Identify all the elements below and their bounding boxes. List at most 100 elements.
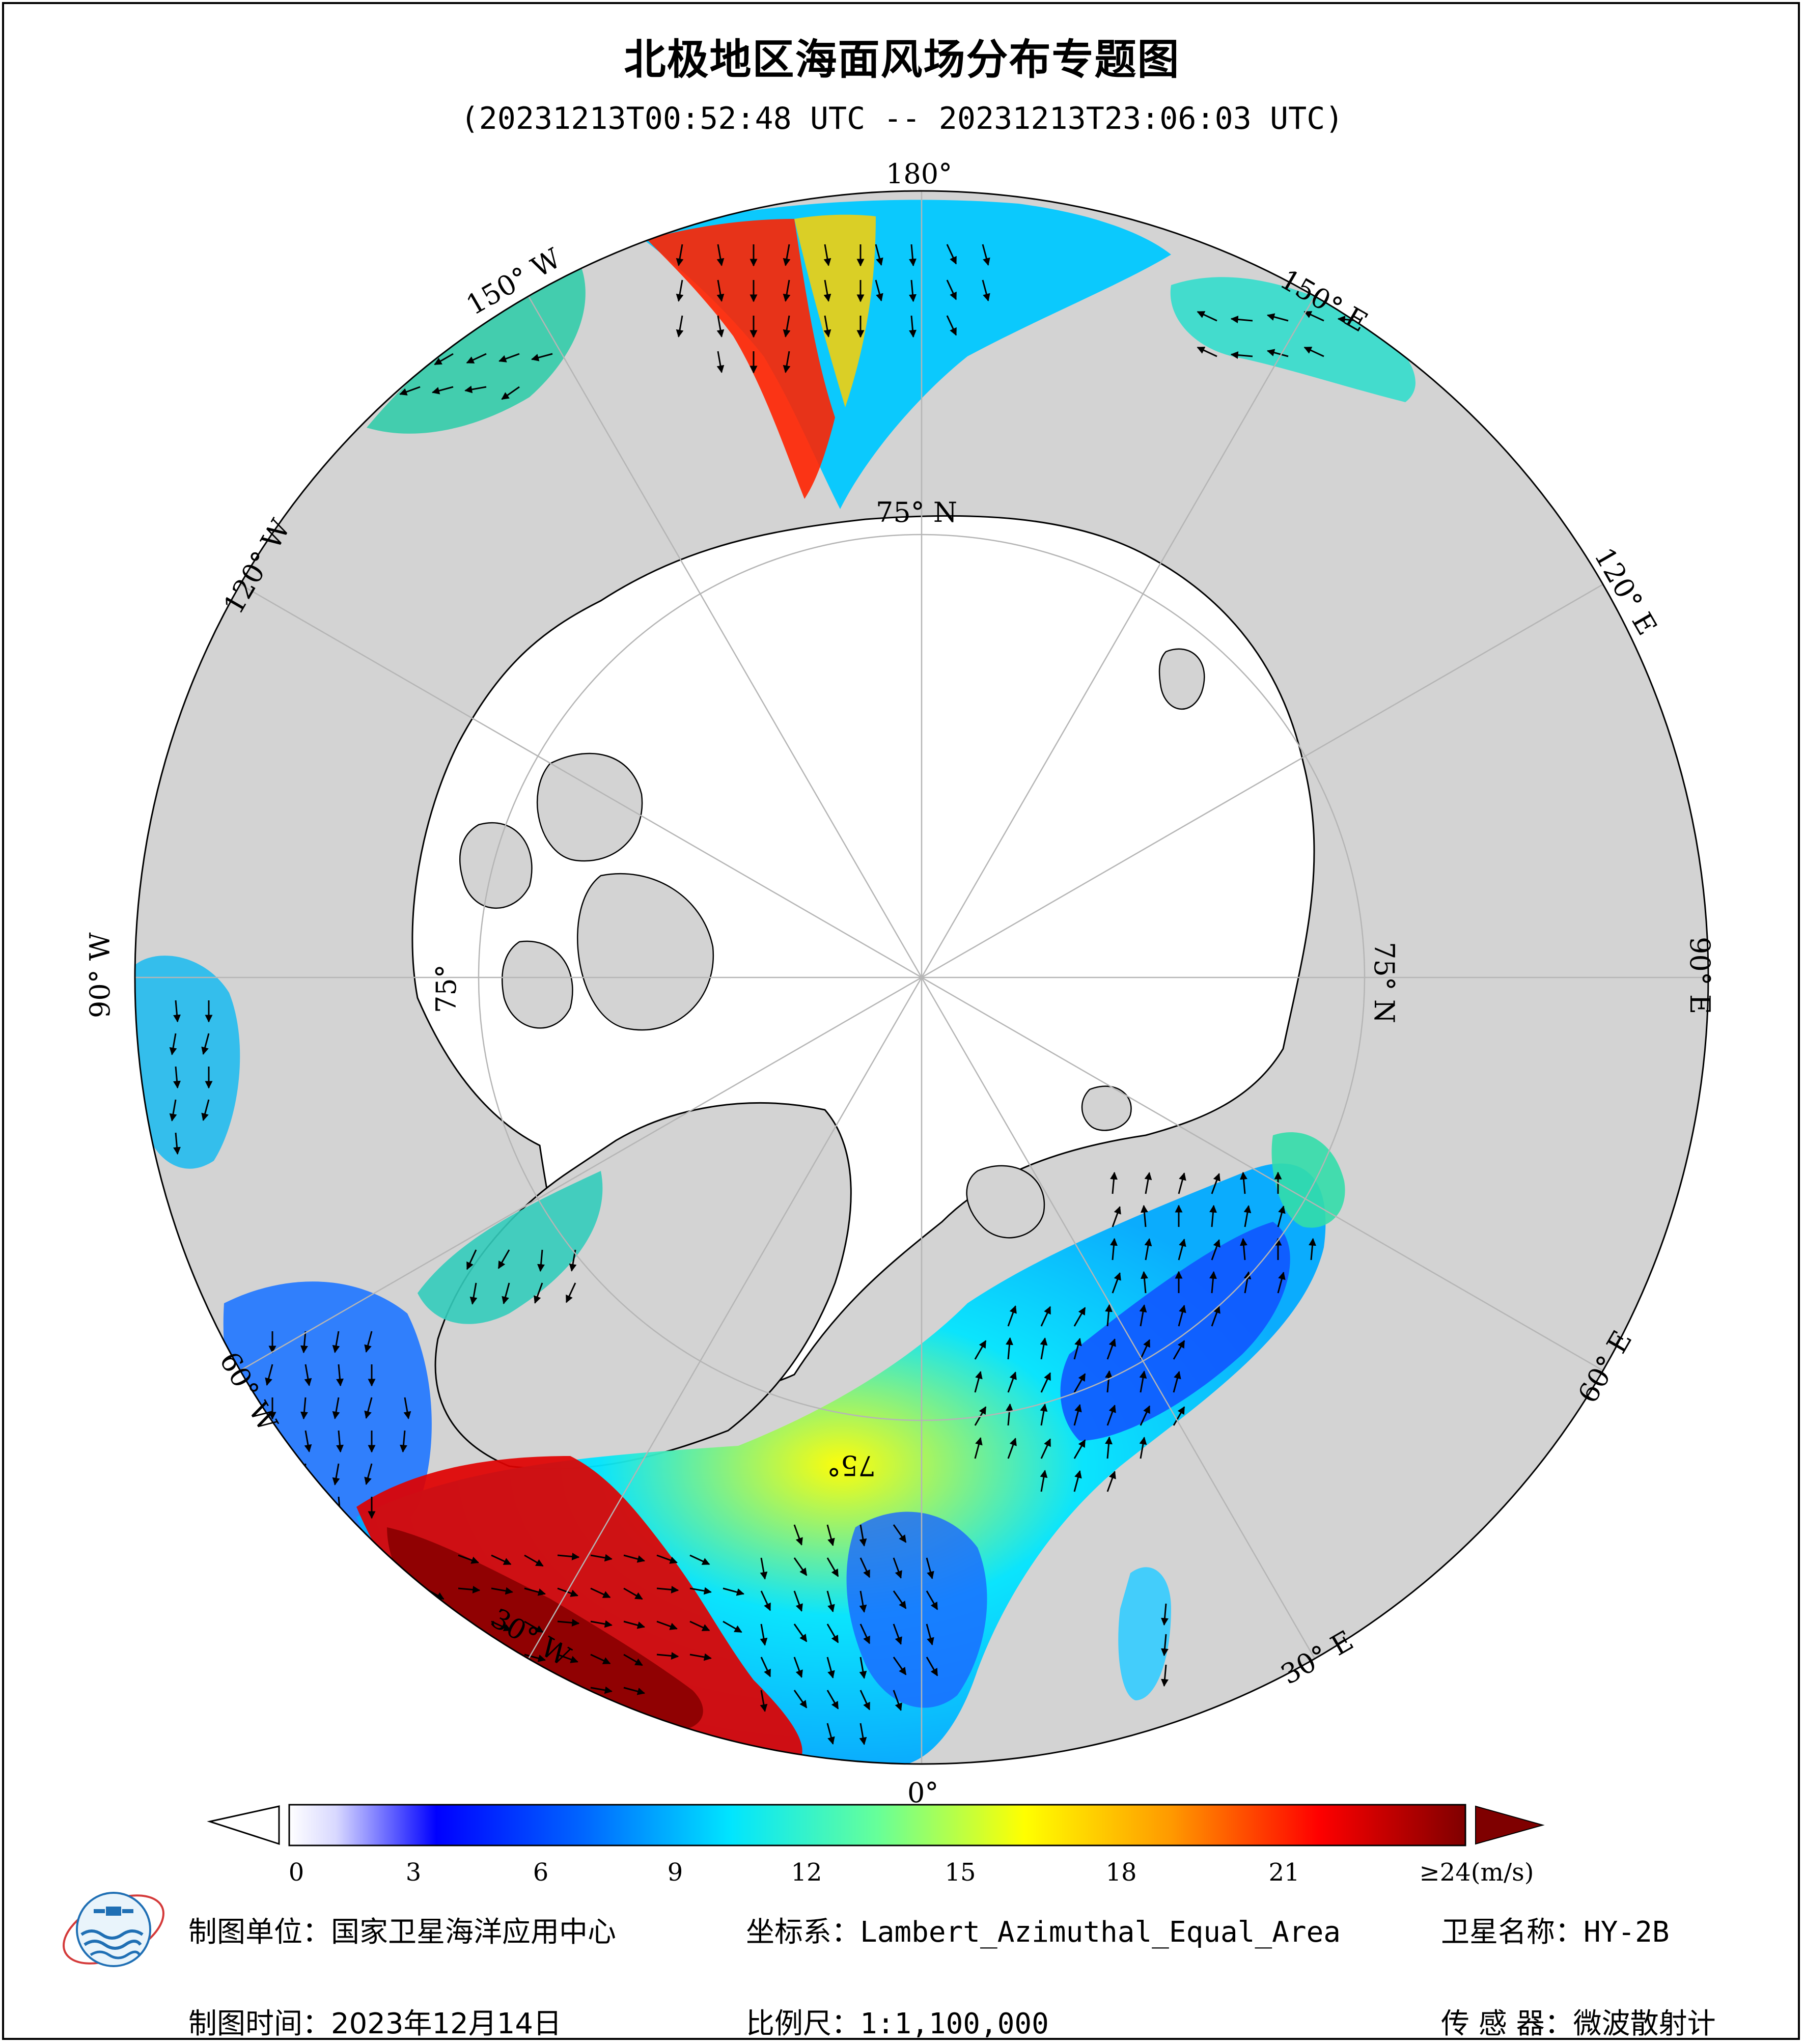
colorbar-gradient bbox=[288, 1804, 1466, 1846]
wind-vector-arrow bbox=[332, 1397, 340, 1419]
wind-vector-arrow bbox=[1139, 1304, 1147, 1327]
wind-vector-arrow bbox=[826, 1557, 839, 1577]
time-range: (20231213T00:52:48 UTC -- 20231213T23:06… bbox=[460, 101, 1344, 136]
wind-vector-arrow bbox=[434, 353, 454, 366]
colorbar bbox=[207, 1804, 1545, 1846]
lon-label-180: 180° bbox=[886, 158, 952, 190]
wind-vector-arrow bbox=[265, 1364, 273, 1386]
wind-vector-arrow bbox=[623, 1654, 643, 1666]
wind-vector-arrow bbox=[793, 1657, 803, 1678]
wind-vector-arrow bbox=[169, 1099, 177, 1122]
wind-vector-arrow bbox=[926, 1557, 934, 1580]
sensor-label: 传 感 器： bbox=[1441, 2007, 1573, 2040]
wind-vector-arrow bbox=[498, 353, 520, 362]
date-label: 制图时间： bbox=[188, 2007, 331, 2040]
wind-vector-arrow bbox=[364, 1397, 373, 1419]
lat-label-left: 75° bbox=[430, 964, 462, 1013]
wind-vectors bbox=[169, 244, 1360, 1745]
wind-vector-arrow bbox=[1243, 1205, 1252, 1227]
wind-vector-arrow bbox=[859, 1623, 871, 1644]
wind-vector-arrow bbox=[1007, 1371, 1017, 1393]
scale-value: 1:1,100,000 bbox=[860, 2007, 1049, 2040]
wind-vector-arrow bbox=[783, 279, 791, 302]
wind-vector-arrow bbox=[859, 1690, 871, 1711]
wind-vector-arrow bbox=[826, 1723, 835, 1745]
wind-vector-arrow bbox=[169, 1033, 177, 1055]
wind-vector-arrow bbox=[974, 1437, 983, 1459]
wind-vector-arrow bbox=[689, 1653, 712, 1661]
wind-vector-arrow bbox=[823, 244, 831, 266]
wind-vector-arrow bbox=[537, 1249, 545, 1272]
wind-vector-arrow bbox=[332, 1463, 340, 1486]
wind-vector-arrow bbox=[300, 1397, 308, 1420]
colorbar-tick: 9 bbox=[667, 1858, 683, 1887]
wind-vector-arrow bbox=[403, 1397, 411, 1419]
wind-vector-arrow bbox=[1173, 1340, 1185, 1360]
wind-vector-arrow bbox=[1007, 1438, 1017, 1459]
wind-vector-arrow bbox=[173, 1132, 181, 1155]
wind-vector-arrow bbox=[974, 1340, 987, 1360]
org-label: 制图单位： bbox=[188, 1916, 331, 1949]
wind-vector-arrow bbox=[304, 1430, 312, 1452]
wind-vector-arrow bbox=[1303, 346, 1324, 357]
wind-vector-arrow bbox=[466, 1249, 477, 1270]
wind-vector-arrow bbox=[826, 1623, 839, 1643]
map-boundary bbox=[134, 190, 1709, 1765]
wind-vector-arrow bbox=[1007, 1305, 1017, 1327]
greenland bbox=[434, 1102, 852, 1470]
wind-vector-arrow bbox=[823, 315, 831, 338]
crs-label: 坐标系： bbox=[746, 1916, 860, 1949]
wind-vector-arrow bbox=[590, 1654, 611, 1665]
wind-vector-arrow bbox=[590, 1620, 613, 1628]
colorbar-tick: 15 bbox=[945, 1858, 976, 1887]
lon-label-0: 0° bbox=[907, 1777, 938, 1809]
wind-vector-arrow bbox=[723, 1620, 742, 1633]
wind-vector-arrow bbox=[1073, 1404, 1082, 1426]
wind-vector-arrow bbox=[689, 1587, 712, 1595]
wind-vector-arrow bbox=[760, 1557, 768, 1580]
wind-vector-arrow bbox=[1073, 1373, 1086, 1393]
wind-vector-arrow bbox=[534, 1282, 543, 1304]
wind-vector-arrow bbox=[723, 1587, 745, 1596]
wind-vector-arrow bbox=[1144, 1172, 1152, 1194]
wind-vector-arrow bbox=[1139, 1370, 1147, 1393]
wind-vector-arrow bbox=[332, 1529, 340, 1552]
wind-vector-arrow bbox=[1105, 1304, 1113, 1327]
colorbar-tick: 0 bbox=[288, 1858, 304, 1887]
wind-vector-arrow bbox=[1139, 1437, 1147, 1459]
wind-vector-arrow bbox=[557, 1553, 580, 1560]
wind-field-alaska bbox=[367, 265, 586, 434]
wind-vector-arrow bbox=[909, 244, 917, 267]
wind-vector-arrow bbox=[783, 315, 791, 338]
wind-field-okhotsk bbox=[1170, 277, 1416, 402]
wind-vector-arrow bbox=[926, 1623, 934, 1646]
sensor-info: 传 感 器：微波散射计 bbox=[1441, 2001, 1716, 2042]
wind-vector-arrow bbox=[1240, 1171, 1247, 1194]
wind-vector-arrow bbox=[524, 1654, 546, 1662]
wind-vector-arrow bbox=[1073, 1307, 1086, 1327]
wind-vector-arrow bbox=[497, 1249, 510, 1269]
wind-vector-arrow bbox=[557, 1685, 580, 1693]
wind-vector-arrow bbox=[656, 1554, 678, 1564]
wind-vector-arrow bbox=[1140, 1339, 1151, 1360]
wind-vector-arrow bbox=[1240, 1238, 1247, 1261]
archipelago-island bbox=[536, 752, 643, 862]
wind-vector-arrow bbox=[491, 1620, 512, 1632]
wind-vector-arrow bbox=[926, 1590, 938, 1610]
wind-vector-arrow bbox=[1211, 1173, 1220, 1194]
wind-vector-arrow bbox=[623, 1687, 646, 1695]
wind-vector-arrow bbox=[1211, 1305, 1220, 1327]
wind-vector-arrow bbox=[676, 315, 684, 338]
wind-vector-arrow bbox=[1161, 1664, 1169, 1687]
wind-vector-arrow bbox=[1141, 1205, 1148, 1227]
satellite-info: 卫星名称：HY-2B bbox=[1441, 1909, 1670, 1950]
wind-field-iceland-red bbox=[356, 1456, 802, 1764]
wind-vector-arrow bbox=[760, 1590, 771, 1611]
scale-info: 比例尺：1:1,100,000 bbox=[746, 2001, 1049, 2042]
wind-vector-arrow bbox=[1144, 1238, 1152, 1261]
wind-vector-arrow bbox=[1112, 1272, 1121, 1294]
wind-vector-arrow bbox=[590, 1587, 611, 1599]
wind-vector-arrow bbox=[974, 1370, 983, 1393]
wind-vector-arrow bbox=[431, 386, 454, 395]
wind-vector-arrow bbox=[946, 315, 957, 336]
